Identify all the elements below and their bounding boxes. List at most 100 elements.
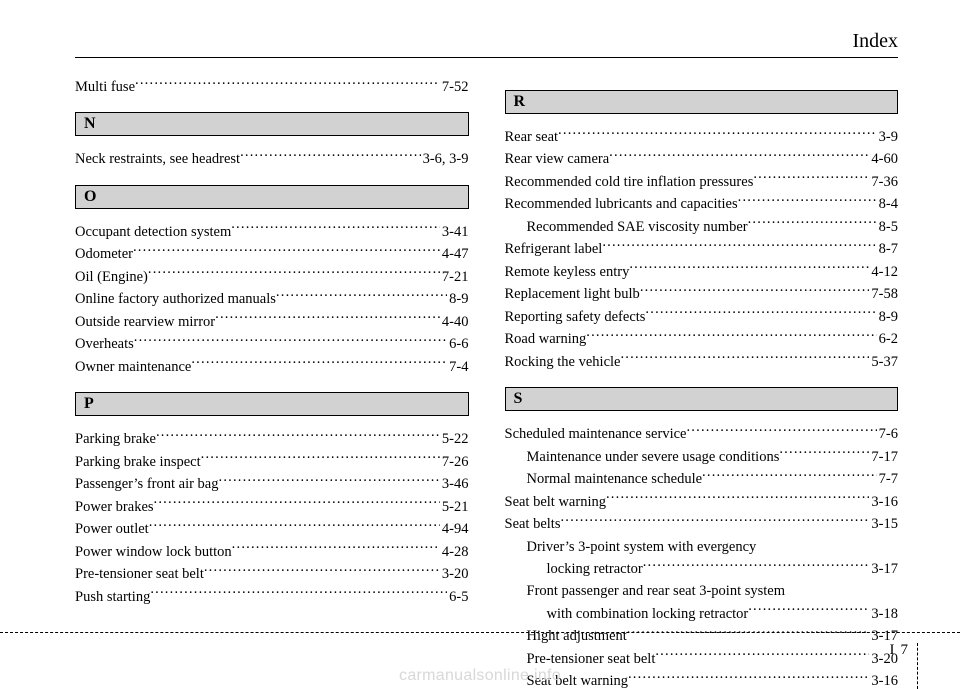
dot-leader: [150, 586, 447, 601]
section-letter: I: [890, 642, 895, 658]
entry-page: 3-16: [869, 491, 898, 513]
entry-page: 8-4: [877, 193, 898, 215]
entry-label: locking retractor: [547, 558, 643, 580]
entry-label: Normal maintenance schedule: [527, 468, 703, 490]
dot-leader: [133, 244, 440, 259]
index-entry: Rear seat 3-9: [505, 126, 899, 148]
entry-label: Remote keyless entry: [505, 261, 630, 283]
dot-leader: [606, 491, 869, 506]
entry-label: Parking brake inspect: [75, 451, 201, 473]
entry-label: Front passenger and rear seat 3-point sy…: [527, 580, 786, 602]
entry-label: Driver’s 3-point system with evergency: [527, 536, 757, 558]
dot-leader: [276, 289, 447, 304]
entry-label: Passenger’s front air bag: [75, 473, 219, 495]
index-entry: Multi fuse 7-52: [75, 76, 469, 98]
dot-leader: [219, 474, 440, 489]
entry-page: 3-9: [877, 126, 898, 148]
entry-page: 8-5: [877, 216, 898, 238]
entry-label: Online factory authorized manuals: [75, 288, 276, 310]
entry-page: 3-18: [869, 603, 898, 625]
entry-label: Outside rearview mirror: [75, 311, 215, 333]
index-entry: Hight adjustment 3-17: [505, 625, 899, 647]
left-column: Multi fuse 7-52 N Neck restraints, see hea…: [75, 76, 469, 689]
index-entry: Rear view camera 4-60: [505, 148, 899, 170]
index-entry: Recommended lubricants and capacities 8-…: [505, 193, 899, 215]
section-bar-r: R: [505, 90, 899, 114]
entry-label: Recommended SAE viscosity number: [527, 216, 748, 238]
index-entry: locking retractor 3-17: [505, 558, 899, 580]
index-entry: Push starting 6-5: [75, 586, 469, 608]
entry-page: 3-20: [440, 563, 469, 585]
section-bar-s: S: [505, 387, 899, 411]
entry-label: Power outlet: [75, 518, 149, 540]
dot-leader: [620, 351, 869, 366]
dot-leader: [627, 626, 870, 641]
dot-leader: [134, 334, 447, 349]
index-entry: Recommended SAE viscosity number 8-5: [505, 216, 899, 238]
dot-leader: [748, 216, 877, 231]
section-bar-n: N: [75, 112, 469, 136]
dot-leader: [215, 311, 440, 326]
entry-label: Road warning: [505, 328, 587, 350]
entry-label: Owner maintenance: [75, 356, 191, 378]
index-entry: Passenger’s front air bag 3-46: [75, 473, 469, 495]
index-entry: Rocking the vehicle 5-37: [505, 351, 899, 373]
index-entry: Overheats 6-6: [75, 333, 469, 355]
page-number: I7: [890, 642, 909, 659]
entry-page: 5-21: [440, 496, 469, 518]
entry-label: Pre-tensioner seat belt: [75, 563, 204, 585]
dot-leader: [602, 239, 876, 254]
entry-label: Power brakes: [75, 496, 154, 518]
entry-label: Recommended cold tire inflation pressure…: [505, 171, 754, 193]
entry-label: Hight adjustment: [527, 625, 627, 647]
entry-label: Rear seat: [505, 126, 559, 148]
entry-page: 4-28: [440, 541, 469, 563]
index-entry: Parking brake inspect 7-26: [75, 451, 469, 473]
index-entry: Power outlet 4-94: [75, 518, 469, 540]
entry-label: Power window lock button: [75, 541, 232, 563]
dot-leader: [135, 77, 440, 92]
entry-page: 7-17: [869, 446, 898, 468]
index-entry: Refrigerant label 8-7: [505, 238, 899, 260]
entry-page: 3-17: [869, 558, 898, 580]
index-entry: Reporting safety defects 8-9: [505, 306, 899, 328]
dot-leader: [748, 603, 869, 618]
index-entry: Seat belts 3-15: [505, 513, 899, 535]
dot-leader: [156, 429, 440, 444]
dot-leader: [231, 221, 440, 236]
entry-page: 3-6, 3-9: [421, 148, 469, 170]
dot-leader: [686, 424, 876, 439]
footer-divider: [0, 632, 960, 633]
index-columns: Multi fuse 7-52 N Neck restraints, see hea…: [75, 76, 898, 689]
entry-label: Replacement light bulb: [505, 283, 640, 305]
entry-label: Neck restraints, see headrest: [75, 148, 240, 170]
dot-leader: [191, 356, 447, 371]
dot-leader: [640, 284, 870, 299]
entry-page: 4-12: [869, 261, 898, 283]
section-bar-o: O: [75, 185, 469, 209]
entry-page: 7-7: [877, 468, 898, 490]
index-entry: Driver’s 3-point system with evergency: [505, 536, 899, 558]
entry-label: Recommended lubricants and capacities: [505, 193, 738, 215]
dot-leader: [232, 541, 440, 556]
entry-page: 7-36: [869, 171, 898, 193]
dot-leader: [702, 469, 877, 484]
entry-page: 7-4: [447, 356, 468, 378]
index-entry: Parking brake 5-22: [75, 428, 469, 450]
entry-page: 7-6: [877, 423, 898, 445]
entry-label: Overheats: [75, 333, 134, 355]
entry-page: 5-22: [440, 428, 469, 450]
entry-label: Seat belts: [505, 513, 561, 535]
entry-page: 7-26: [440, 451, 469, 473]
entry-page: 6-5: [447, 586, 468, 608]
entry-label: Refrigerant label: [505, 238, 603, 260]
index-entry: with combination locking retractor 3-18: [505, 603, 899, 625]
entry-label: Rocking the vehicle: [505, 351, 621, 373]
dot-leader: [201, 451, 440, 466]
entry-page: 4-94: [440, 518, 469, 540]
dot-leader: [560, 514, 869, 529]
entry-page: 6-6: [447, 333, 468, 355]
index-entry: Power window lock button 4-28: [75, 541, 469, 563]
entry-label: Scheduled maintenance service: [505, 423, 687, 445]
entry-page: 5-37: [869, 351, 898, 373]
